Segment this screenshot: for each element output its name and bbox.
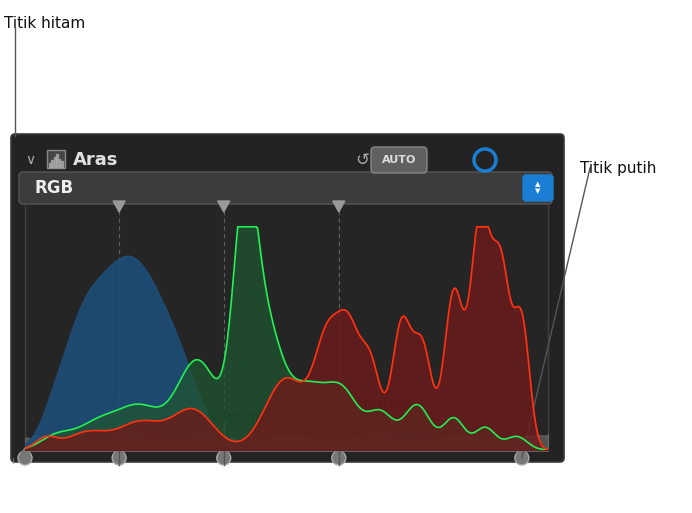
Text: Aras: Aras — [73, 151, 118, 169]
Circle shape — [217, 451, 230, 465]
FancyBboxPatch shape — [19, 172, 552, 204]
Circle shape — [331, 451, 346, 465]
Text: ▲: ▲ — [536, 181, 540, 187]
Polygon shape — [218, 201, 230, 212]
Polygon shape — [517, 448, 527, 455]
FancyBboxPatch shape — [523, 175, 553, 201]
Text: Serlahan: Serlahan — [344, 397, 412, 412]
Circle shape — [112, 451, 126, 465]
Circle shape — [515, 451, 529, 465]
FancyBboxPatch shape — [47, 150, 65, 168]
Text: ▼: ▼ — [536, 188, 540, 194]
Polygon shape — [20, 448, 30, 455]
Polygon shape — [114, 448, 124, 455]
Polygon shape — [334, 448, 344, 455]
Text: Titik hitam: Titik hitam — [4, 16, 85, 31]
Text: ∨: ∨ — [25, 153, 35, 167]
Text: AUTO: AUTO — [382, 155, 416, 165]
Polygon shape — [333, 201, 345, 212]
FancyBboxPatch shape — [371, 147, 427, 173]
Polygon shape — [219, 448, 229, 455]
Text: RGB: RGB — [35, 179, 74, 197]
FancyBboxPatch shape — [11, 134, 564, 462]
Text: Ton Tengah: Ton Tengah — [189, 410, 274, 425]
Circle shape — [18, 451, 32, 465]
Text: Bayang: Bayang — [89, 392, 147, 407]
Text: ↺: ↺ — [355, 151, 369, 169]
Polygon shape — [113, 201, 125, 212]
FancyBboxPatch shape — [25, 202, 548, 450]
Text: Titik putih: Titik putih — [580, 161, 657, 175]
